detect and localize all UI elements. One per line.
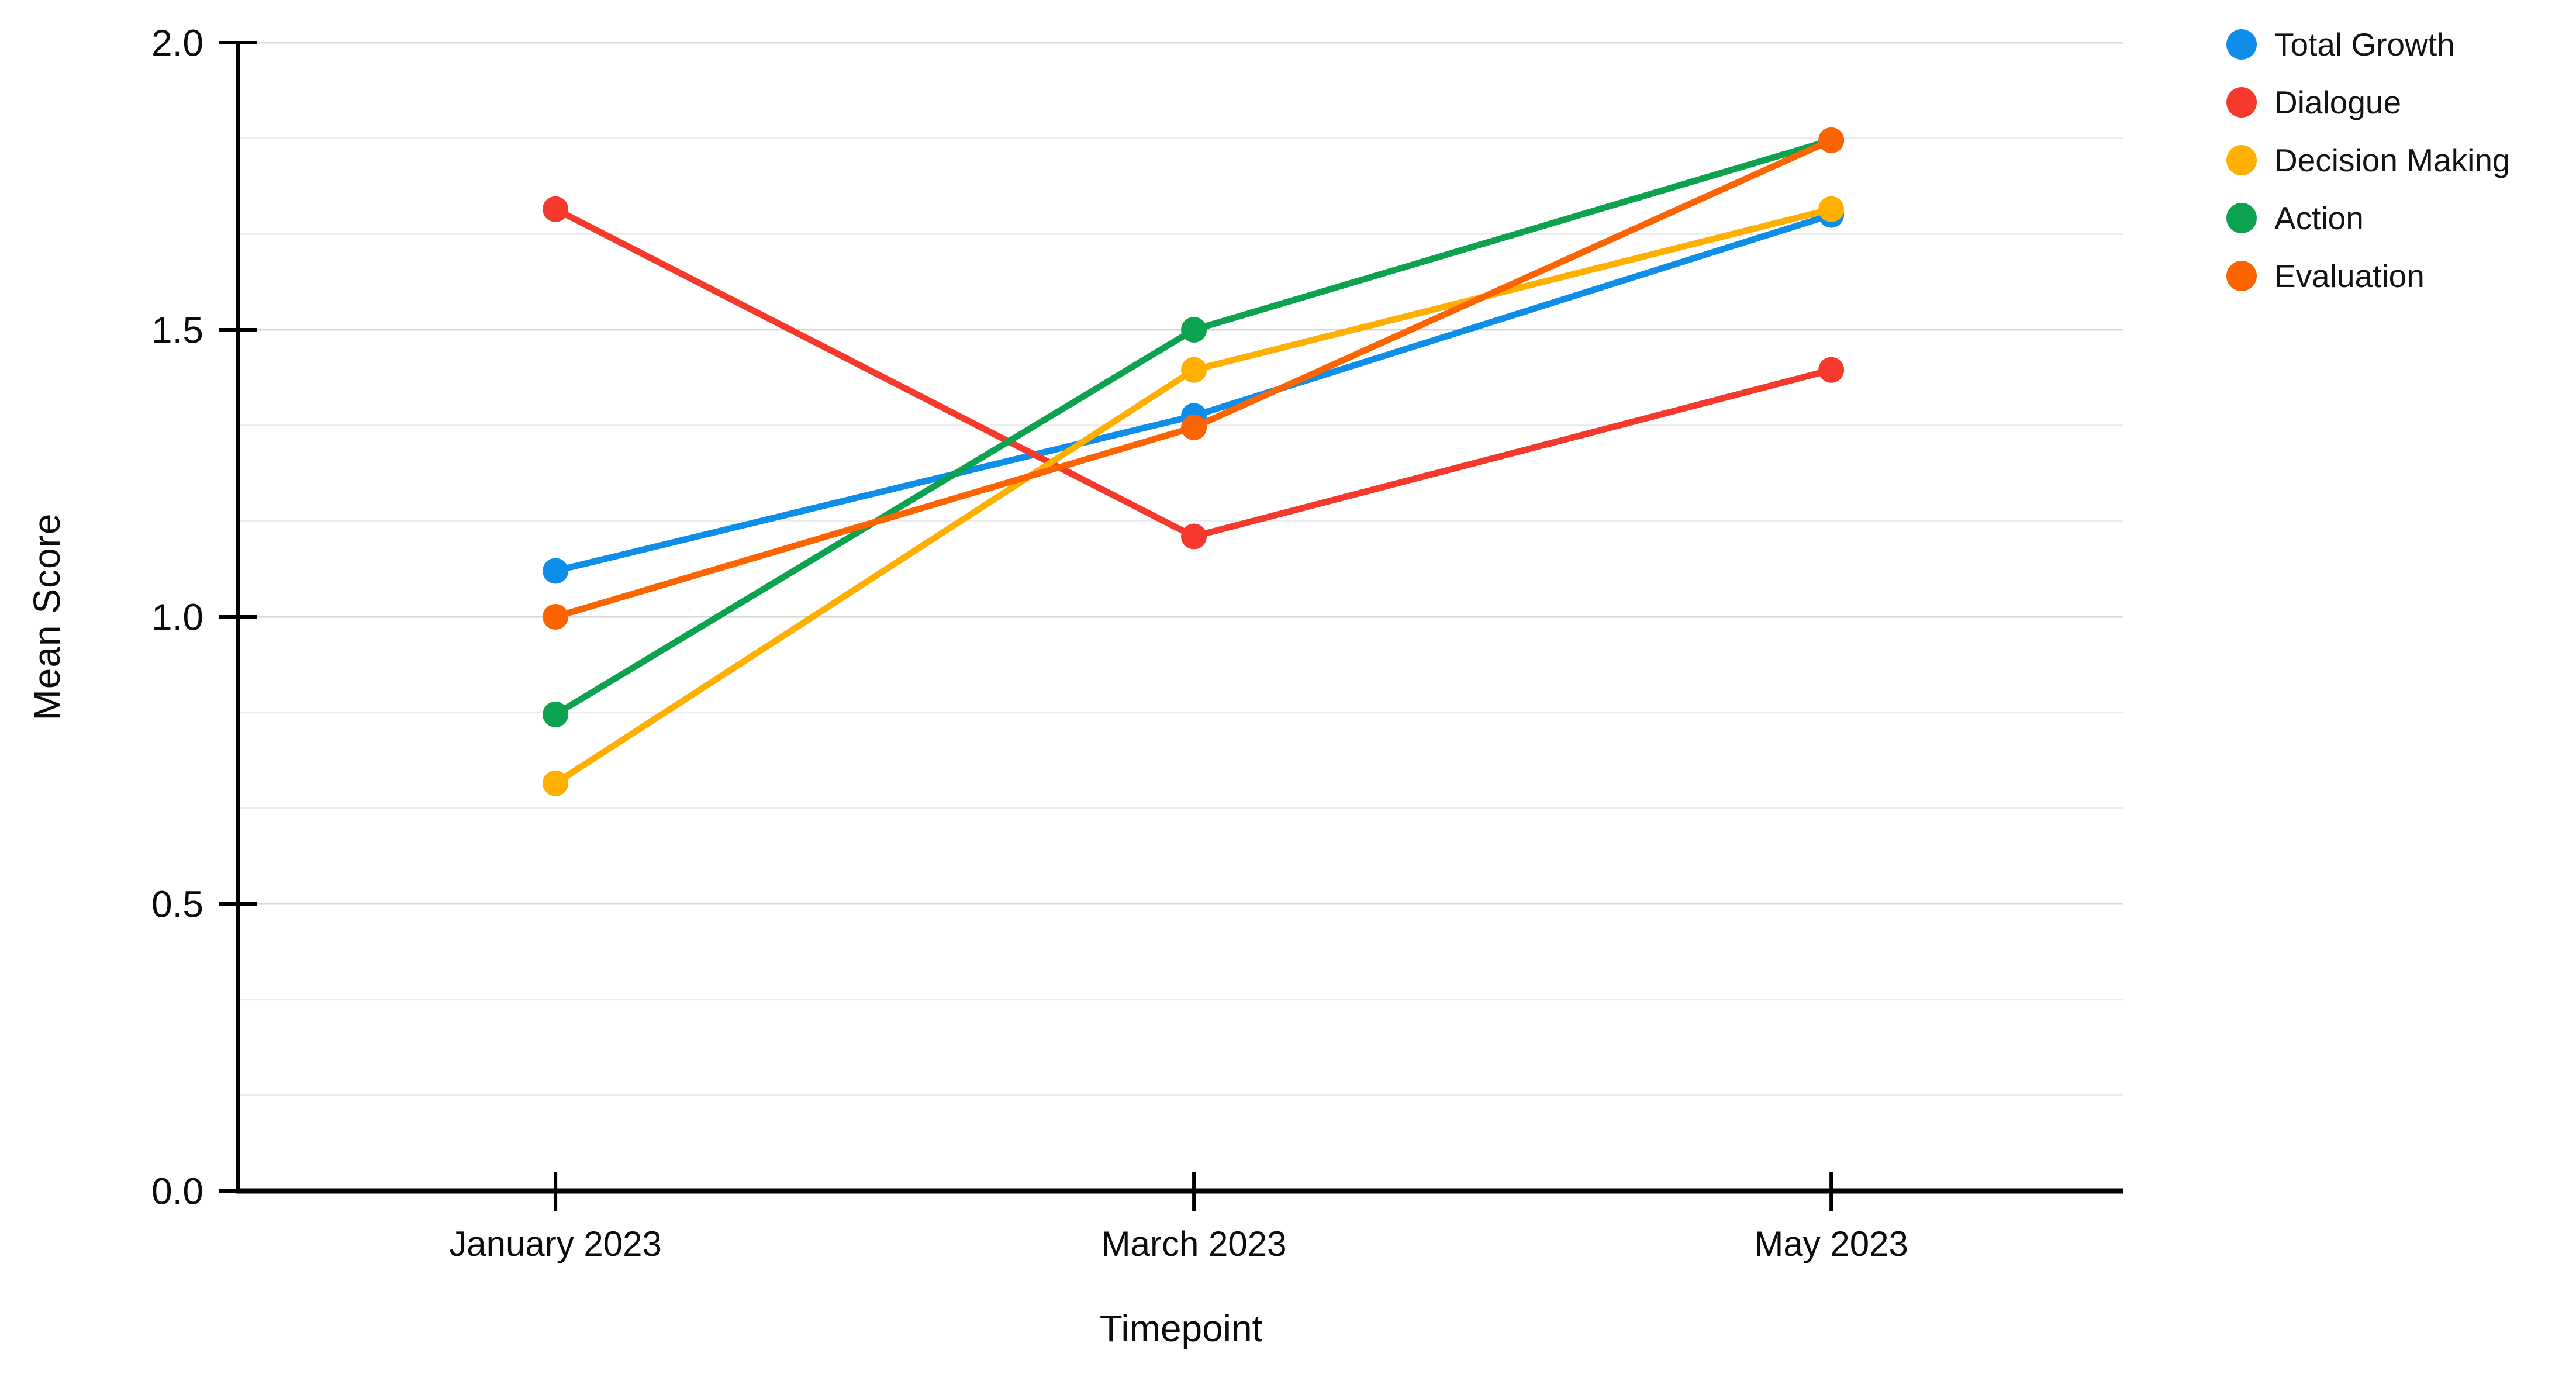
data-point-decision-making — [1181, 357, 1207, 383]
x-tick-label: May 2023 — [1754, 1224, 1908, 1263]
data-point-evaluation — [543, 604, 569, 630]
series-decision-making — [543, 196, 1845, 796]
y-axis-title: Mean Score — [26, 513, 68, 721]
legend-label: Decision Making — [2274, 141, 2511, 178]
y-tick-label: 2.0 — [151, 22, 203, 64]
legend-label: Action — [2274, 199, 2364, 236]
x-tick-label: March 2023 — [1101, 1224, 1287, 1263]
legend-label: Dialogue — [2274, 84, 2402, 120]
legend-item-total-growth: Total Growth — [2226, 15, 2511, 73]
series-evaluation — [543, 127, 1845, 630]
series-line-decision-making — [552, 206, 1835, 787]
series-line-total-growth — [552, 212, 1835, 574]
data-point-total-growth — [543, 558, 569, 584]
data-point-evaluation — [1818, 127, 1845, 153]
x-axis-title: Timepoint — [1099, 1307, 1263, 1349]
series-dialogue — [543, 196, 1845, 550]
legend-swatch-evaluation — [2226, 260, 2257, 291]
y-tick-label: 1.5 — [151, 309, 203, 351]
y-tick-label: 1.0 — [151, 596, 203, 638]
legend-item-evaluation: Evaluation — [2226, 247, 2511, 305]
data-point-evaluation — [1181, 414, 1207, 440]
data-point-action — [1181, 317, 1207, 343]
legend-item-decision-making: Decision Making — [2226, 131, 2511, 189]
legend-label: Total Growth — [2274, 26, 2455, 63]
legend-item-dialogue: Dialogue — [2226, 73, 2511, 131]
legend-item-action: Action — [2226, 189, 2511, 247]
legend-swatch-action — [2226, 202, 2257, 233]
data-point-dialogue — [1818, 357, 1845, 383]
data-point-dialogue — [543, 196, 569, 222]
y-tick-label: 0.5 — [151, 883, 203, 925]
y-tick-label: 0.0 — [151, 1170, 203, 1212]
legend: Total Growth Dialogue Decision Making Actio… — [2226, 15, 2511, 305]
legend-swatch-decision-making — [2226, 144, 2257, 175]
data-point-decision-making — [1818, 196, 1845, 222]
x-tick-label: January 2023 — [449, 1224, 662, 1263]
data-point-decision-making — [543, 770, 569, 796]
legend-swatch-total-growth — [2226, 29, 2257, 60]
legend-label: Evaluation — [2274, 257, 2425, 294]
data-point-action — [543, 701, 569, 727]
legend-swatch-dialogue — [2226, 87, 2257, 118]
data-point-dialogue — [1181, 523, 1207, 550]
